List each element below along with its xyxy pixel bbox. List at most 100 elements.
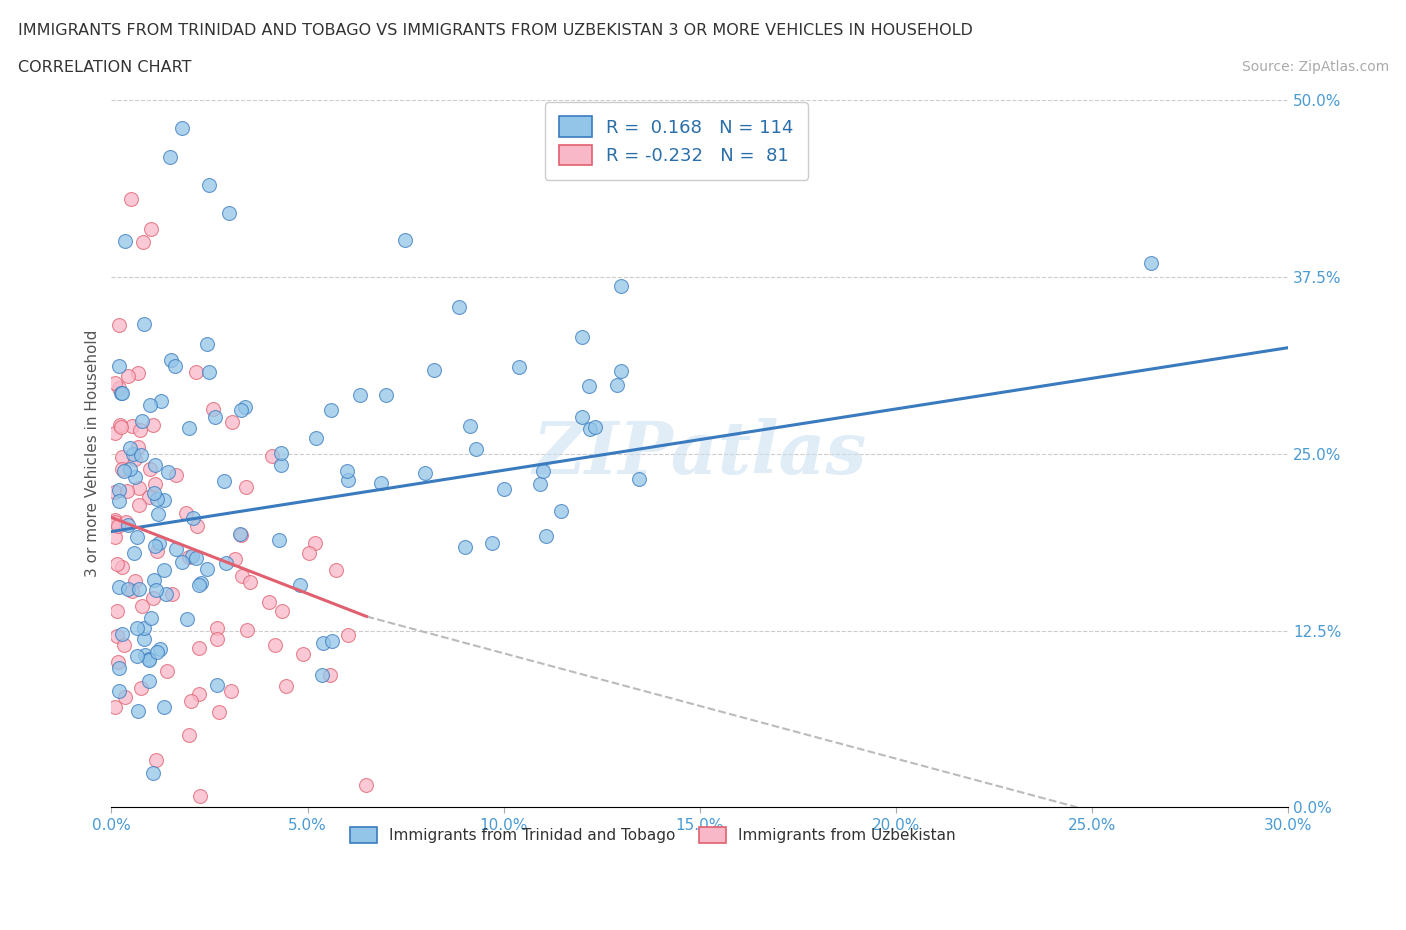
Point [571,329,593,344]
Point [152,493,174,508]
Point [124,470,146,485]
Point [610,364,633,379]
Point [325,563,347,578]
Point [127,648,149,663]
Point [108,483,131,498]
Point [143,485,166,500]
Point [264,637,287,652]
Point [163,358,186,373]
Point [122,446,145,461]
Point [138,673,160,688]
Point [132,621,155,636]
Point [108,418,131,432]
Point [114,514,136,529]
Point [152,563,174,578]
Point [1140,256,1163,271]
Point [108,494,131,509]
Point [534,529,557,544]
Point [132,234,155,249]
Point [262,448,284,463]
Point [321,634,343,649]
Point [111,559,134,574]
Point [149,394,172,409]
Point [579,422,602,437]
Text: IMMIGRANTS FROM TRINIDAD AND TOBAGO VS IMMIGRANTS FROM UZBEKISTAN 3 OR MORE VEHI: IMMIGRANTS FROM TRINIDAD AND TOBAGO VS I… [18,23,973,38]
Point [188,789,211,804]
Point [571,410,593,425]
Point [312,636,335,651]
Point [134,648,156,663]
Point [550,503,572,518]
Point [146,491,169,506]
Point [170,121,193,136]
Point [180,549,202,564]
Point [215,555,238,570]
Point [156,664,179,679]
Point [129,448,152,463]
Point [125,621,148,636]
Point [143,477,166,492]
Point [117,368,139,383]
Point [198,178,221,193]
Point [138,651,160,666]
Point [110,627,132,642]
Point [107,380,129,395]
Point [138,489,160,504]
Point [267,532,290,547]
Point [129,422,152,437]
Point [108,684,131,698]
Point [274,679,297,694]
Point [176,612,198,627]
Point [131,681,153,696]
Point [290,578,312,592]
Point [142,418,165,432]
Point [155,587,177,602]
Point [134,316,156,331]
Point [336,627,359,642]
Point [139,611,162,626]
Point [165,542,187,557]
Point [305,431,328,445]
Point [231,568,253,583]
Point [458,418,481,433]
Point [127,365,149,380]
Point [224,551,246,566]
Point [105,557,128,572]
Point [145,645,167,660]
Point [184,551,207,565]
Point [127,703,149,718]
Text: CORRELATION CHART: CORRELATION CHART [18,60,191,75]
Point [453,539,475,554]
Point [464,442,486,457]
Point [128,481,150,496]
Point [145,752,167,767]
Point [177,550,200,565]
Point [142,766,165,781]
Point [271,604,294,618]
Point [118,441,141,456]
Point [149,642,172,657]
Point [104,425,127,440]
Point [413,466,436,481]
Point [117,518,139,533]
Point [111,386,134,401]
Point [114,234,136,249]
Point [188,641,211,656]
Point [112,463,135,478]
Point [205,678,228,693]
Point [229,527,252,542]
Point [336,464,359,479]
Point [110,386,132,401]
Point [321,403,343,418]
Point [298,545,321,560]
Point [311,668,333,683]
Point [143,538,166,553]
Point [181,512,204,526]
Point [107,604,129,618]
Point [370,475,392,490]
Point [529,477,551,492]
Point [105,629,128,644]
Point [304,536,326,551]
Point [492,482,515,497]
Point [481,536,503,551]
